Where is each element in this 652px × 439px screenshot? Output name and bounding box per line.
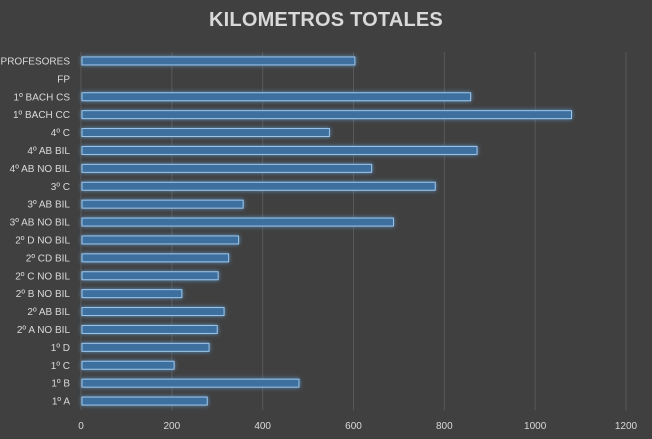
x-tick-label: 0 — [78, 421, 84, 432]
bar — [81, 235, 240, 245]
x-tick-label: 1200 — [615, 421, 638, 432]
category-label: 2º B NO BIL — [16, 289, 71, 300]
category-label: 1º B — [51, 379, 70, 390]
category-label: 1º BACH CS — [14, 92, 71, 103]
bar — [81, 199, 244, 209]
category-label: 1º A — [52, 397, 70, 408]
x-tick-label: 600 — [345, 421, 362, 432]
category-label: 4º C — [51, 128, 70, 139]
category-label: PROFESORES — [1, 56, 71, 67]
bar — [81, 128, 330, 138]
x-tick-label: 400 — [254, 421, 271, 432]
category-label: 2º C NO BIL — [15, 271, 70, 282]
bar — [81, 289, 183, 299]
category-label: 2º AB BIL — [27, 307, 70, 318]
chart-title: KILOMETROS TOTALES — [209, 9, 443, 31]
bar — [81, 271, 219, 281]
category-label: 3º AB NO BIL — [10, 218, 71, 229]
bar — [81, 307, 225, 317]
bar — [81, 110, 572, 120]
category-label: 1º D — [51, 343, 70, 354]
category-label: 2º D NO BIL — [15, 235, 70, 246]
bar — [81, 92, 472, 102]
bar — [81, 56, 356, 66]
category-axis: 1º A 1º B 1º C 1º D 2º A NO BIL 2º AB BIL 2º B… — [1, 56, 71, 407]
bar — [81, 324, 218, 334]
category-label: 2º CD BIL — [26, 253, 71, 264]
x-tick-label: 1000 — [524, 421, 547, 432]
category-label: 4º AB NO BIL — [10, 164, 71, 175]
bar — [81, 145, 478, 155]
bar — [81, 217, 394, 227]
category-label: 1º C — [51, 361, 70, 372]
bars — [81, 56, 572, 406]
category-label: 2º A NO BIL — [17, 325, 71, 336]
category-label: 4º AB BIL — [27, 146, 70, 157]
category-label: 1º BACH CC — [13, 110, 70, 121]
value-axis: 0 200 400 600 800 1000 1200 — [78, 421, 637, 432]
bar — [81, 253, 230, 263]
bar — [81, 378, 300, 388]
x-tick-label: 200 — [163, 421, 180, 432]
category-label: 3º C — [51, 182, 70, 193]
x-tick-label: 800 — [436, 421, 453, 432]
bar — [81, 396, 208, 406]
bar — [81, 181, 436, 191]
bar — [81, 342, 210, 352]
bar — [81, 360, 175, 370]
category-label: 3º AB BIL — [27, 200, 70, 211]
bar — [81, 163, 373, 173]
category-label: FP — [57, 74, 70, 85]
grid-lines — [80, 52, 627, 410]
